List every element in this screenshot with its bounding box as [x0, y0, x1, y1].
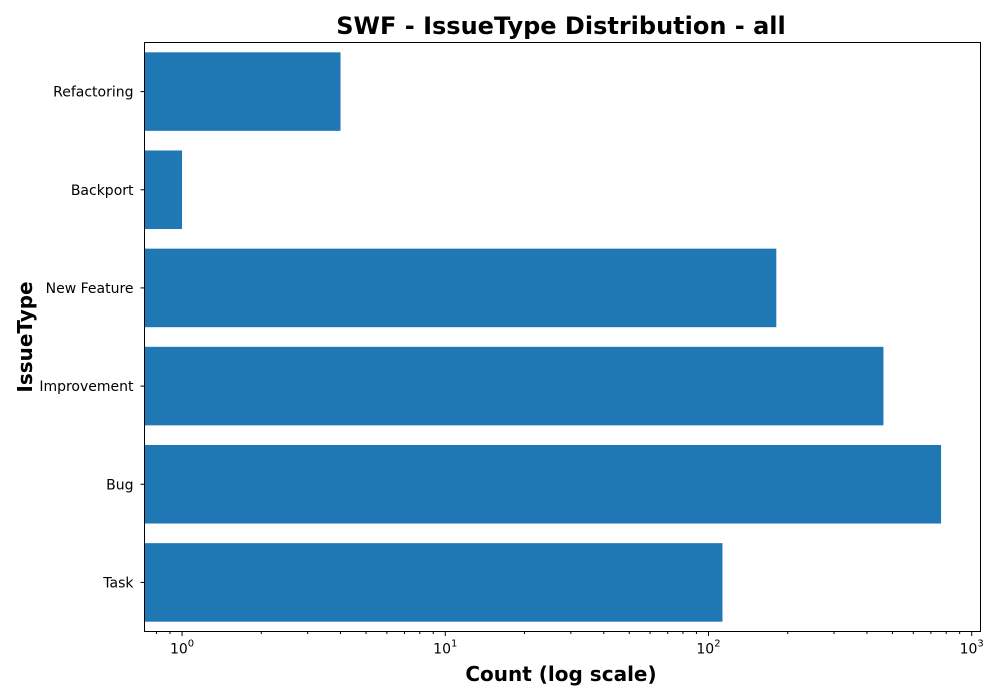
y-axis-label: IssueType [13, 281, 37, 392]
y-axis-ticks: Task Bug Improvement New Feature Backport Ref… [39, 85, 145, 591]
bars-group [144, 52, 942, 622]
y-tick-label: Refactoring [53, 85, 133, 101]
y-tick-label: Bug [106, 477, 133, 493]
y-tick-label: Backport [71, 183, 134, 199]
chart-title: SWF - IssueType Distribution - all [336, 12, 786, 40]
x-tick-label: 102 [696, 639, 720, 658]
x-tick-label: 103 [960, 639, 984, 658]
bar-refactoring [144, 52, 341, 131]
bar-bug [144, 444, 942, 524]
bar-task [144, 543, 723, 622]
bar-backport [144, 150, 183, 230]
bar-new-feature [144, 248, 777, 328]
y-tick-label: Task [102, 575, 134, 591]
y-tick-label: Improvement [39, 379, 134, 395]
bar-improvement [144, 346, 884, 426]
x-axis-label: Count (log scale) [465, 662, 656, 686]
plot-frame [144, 42, 981, 632]
x-tick-label: 101 [433, 639, 457, 658]
x-tick-label: 100 [170, 639, 194, 658]
x-axis-ticks: 100 101 102 103 [156, 631, 984, 658]
y-tick-label: New Feature [46, 281, 134, 297]
